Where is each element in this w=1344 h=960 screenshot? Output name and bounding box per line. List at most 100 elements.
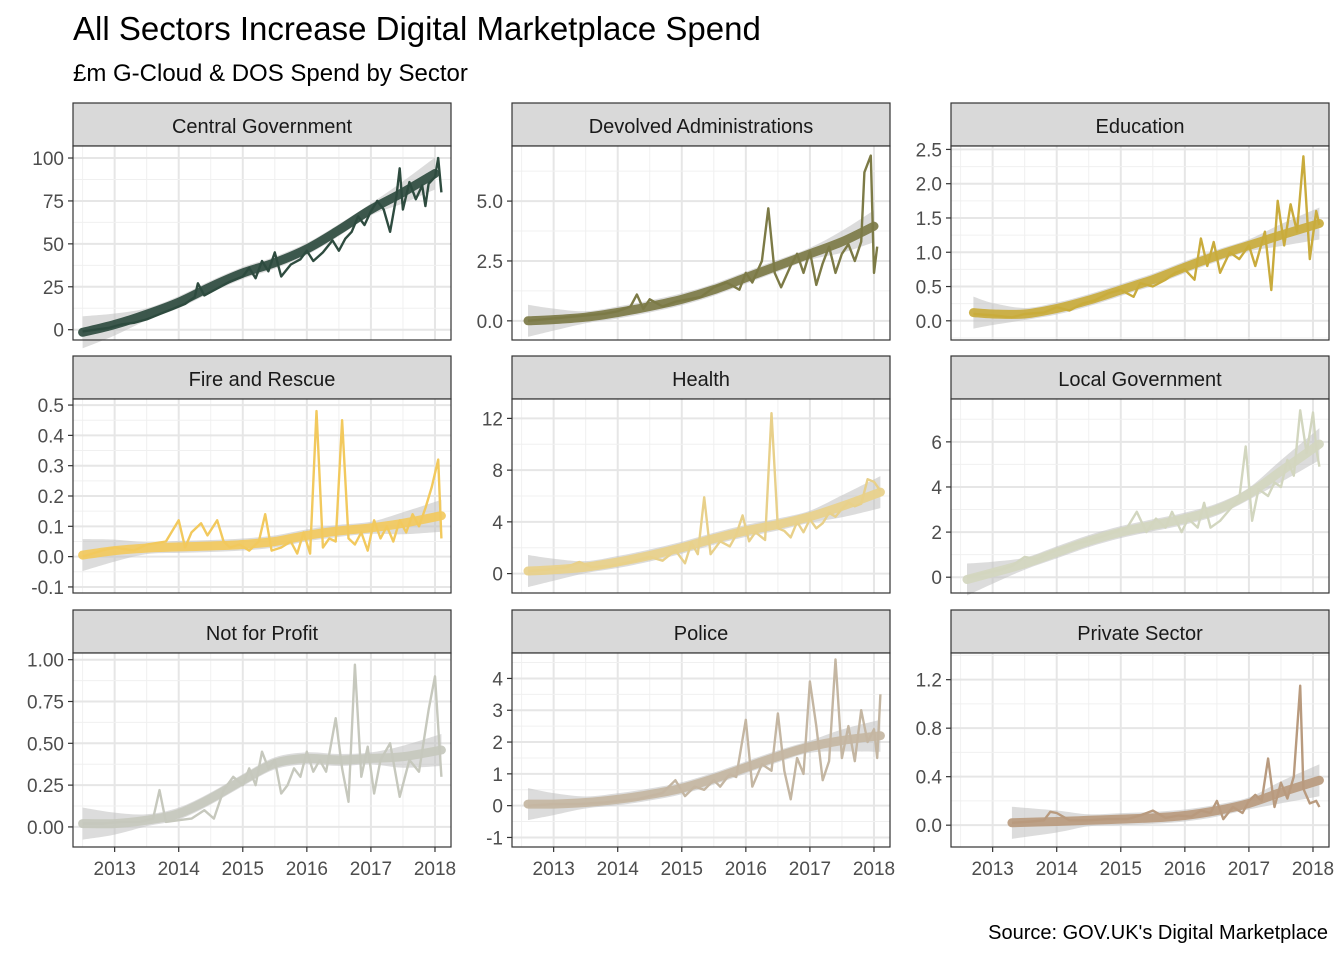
panel-health: Health 0 4 8 12 xyxy=(482,355,891,594)
y-tick-label: 2.5 xyxy=(916,140,942,161)
panel-not-for-profit: Not for Profit 0.00 0.25 0.50 0.75 1.00 2013 20… xyxy=(27,609,456,880)
x-tick-label: 2017 xyxy=(350,859,392,880)
trend-line-private-sector xyxy=(1007,775,1324,828)
panel-border-local-government xyxy=(950,398,1330,594)
y-tick-label: 0.5 xyxy=(38,396,64,417)
y-tick-label: 2.5 xyxy=(477,252,503,273)
x-tick-label: 2017 xyxy=(1228,859,1270,880)
strip-not-for-profit xyxy=(72,609,452,654)
strip-label-devolved-administrations: Devolved Administrations xyxy=(589,116,814,138)
y-tick-label: 0.25 xyxy=(27,776,64,797)
x-tick-label: 2013 xyxy=(533,859,575,880)
strip-label-police: Police xyxy=(674,623,728,645)
x-tick-label: 2015 xyxy=(1100,859,1142,880)
x-tick-label: 2014 xyxy=(158,859,201,880)
x-tick-label: 2014 xyxy=(597,859,640,880)
panel-central-government: Central Government 0 25 50 75 100 xyxy=(32,102,452,349)
panel-devolved-administrations: Devolved Administrations 0.0 2.5 5.0 xyxy=(477,102,891,341)
y-tick-label: 0.75 xyxy=(27,693,64,714)
strip-education xyxy=(950,102,1330,147)
y-tick-label: 4 xyxy=(492,669,503,690)
y-tick-label: 0.3 xyxy=(38,457,64,478)
y-tick-label: 0.50 xyxy=(27,734,64,755)
strip-label-fire-and-rescue: Fire and Rescue xyxy=(189,369,336,391)
panel-police: Police -1 0 1 2 3 4 2013 2014 2015 2016 2017 2018 xyxy=(486,609,895,880)
x-tick-label: 2015 xyxy=(222,859,264,880)
panel-border-private-sector xyxy=(950,652,1330,848)
strip-label-education: Education xyxy=(1096,116,1185,138)
panel-border-central-government xyxy=(72,145,452,341)
strip-label-central-government: Central Government xyxy=(172,116,353,138)
y-tick-label: 0.0 xyxy=(916,816,942,837)
chart-subtitle: £m G-Cloud & DOS Spend by Sector xyxy=(73,60,468,87)
y-tick-label: 50 xyxy=(43,235,64,256)
y-tick-label: 0.0 xyxy=(916,312,942,333)
y-tick-label: 0.4 xyxy=(38,426,65,447)
confidence-band-devolved-administrations xyxy=(528,210,874,337)
y-tick-label: 0.2 xyxy=(38,487,64,508)
y-tick-label: 0 xyxy=(53,321,64,342)
y-tick-label: 0 xyxy=(492,797,503,818)
y-tick-label: 0.0 xyxy=(38,548,64,569)
trend-line-devolved-administrations xyxy=(523,221,879,326)
y-tick-label: 3 xyxy=(492,701,503,722)
x-tick-label: 2017 xyxy=(789,859,831,880)
y-tick-label: 75 xyxy=(43,192,64,213)
y-tick-label: 2 xyxy=(492,733,503,754)
trend-line-not-for-profit xyxy=(78,745,446,829)
x-tick-label: 2016 xyxy=(286,859,328,880)
y-tick-label: 6 xyxy=(931,433,942,454)
x-tick-label: 2014 xyxy=(1036,859,1079,880)
y-tick-label: 100 xyxy=(32,149,64,170)
y-tick-label: 0.4 xyxy=(916,768,943,789)
panel-border-health xyxy=(511,398,891,594)
y-tick-label: 4 xyxy=(492,513,503,534)
panel-fire-and-rescue: Fire and Rescue -0.1 0.0 0.1 0.2 0.3 0.4 0.5 xyxy=(31,355,452,599)
panel-border-devolved-administrations xyxy=(511,145,891,341)
y-tick-label: 2 xyxy=(931,523,942,544)
y-tick-label: 12 xyxy=(482,409,503,430)
strip-label-local-government: Local Government xyxy=(1058,369,1222,391)
chart-caption: Source: GOV.UK's Digital Marketplace xyxy=(988,922,1328,944)
panel-border-police xyxy=(511,652,891,848)
panel-private-sector: Private Sector 0.0 0.4 0.8 1.2 2013 2014 2015 20… xyxy=(916,609,1334,880)
y-tick-label: 0.0 xyxy=(477,312,503,333)
y-tick-label: 8 xyxy=(492,461,503,482)
x-tick-label: 2016 xyxy=(725,859,767,880)
strip-label-private-sector: Private Sector xyxy=(1077,623,1203,645)
x-tick-label: 2013 xyxy=(94,859,136,880)
x-tick-label: 2015 xyxy=(661,859,703,880)
trend-line-health xyxy=(523,487,885,576)
trend-line-fire-and-rescue xyxy=(78,511,446,560)
y-tick-label: 1.0 xyxy=(916,243,942,264)
y-tick-label: 4 xyxy=(931,478,942,499)
strip-health xyxy=(511,355,891,400)
strip-label-not-for-profit: Not for Profit xyxy=(206,623,319,645)
y-tick-label: 1.2 xyxy=(916,671,942,692)
strip-label-health: Health xyxy=(672,369,730,391)
y-tick-label: 1.5 xyxy=(916,209,942,230)
trend-line-education xyxy=(968,219,1324,319)
strip-fire-and-rescue xyxy=(72,355,452,400)
x-tick-label: 2018 xyxy=(414,859,456,880)
y-tick-label: -0.1 xyxy=(31,578,64,599)
x-tick-label: 2018 xyxy=(853,859,895,880)
confidence-band-central-government xyxy=(82,157,435,349)
chart-title: All Sectors Increase Digital Marketplace… xyxy=(73,10,761,47)
y-tick-label: 1 xyxy=(492,765,503,786)
y-tick-label: 0 xyxy=(931,568,942,589)
trend-line-local-government xyxy=(962,439,1324,584)
y-tick-label: 0.5 xyxy=(916,278,942,299)
x-tick-label: 2016 xyxy=(1164,859,1206,880)
y-tick-label: 0.8 xyxy=(916,719,942,740)
panel-local-government: Local Government 0 2 4 6 xyxy=(931,355,1330,596)
y-tick-label: 5.0 xyxy=(477,192,503,213)
y-tick-label: 25 xyxy=(43,278,64,299)
trend-line-central-government xyxy=(78,169,440,337)
series-line-devolved-administrations xyxy=(527,154,879,322)
panel-education: Education 0.0 0.5 1.0 1.5 2.0 2.5 xyxy=(916,102,1330,341)
y-tick-label: 0.1 xyxy=(38,517,64,538)
trend-line-police xyxy=(523,731,885,809)
strip-police xyxy=(511,609,891,654)
